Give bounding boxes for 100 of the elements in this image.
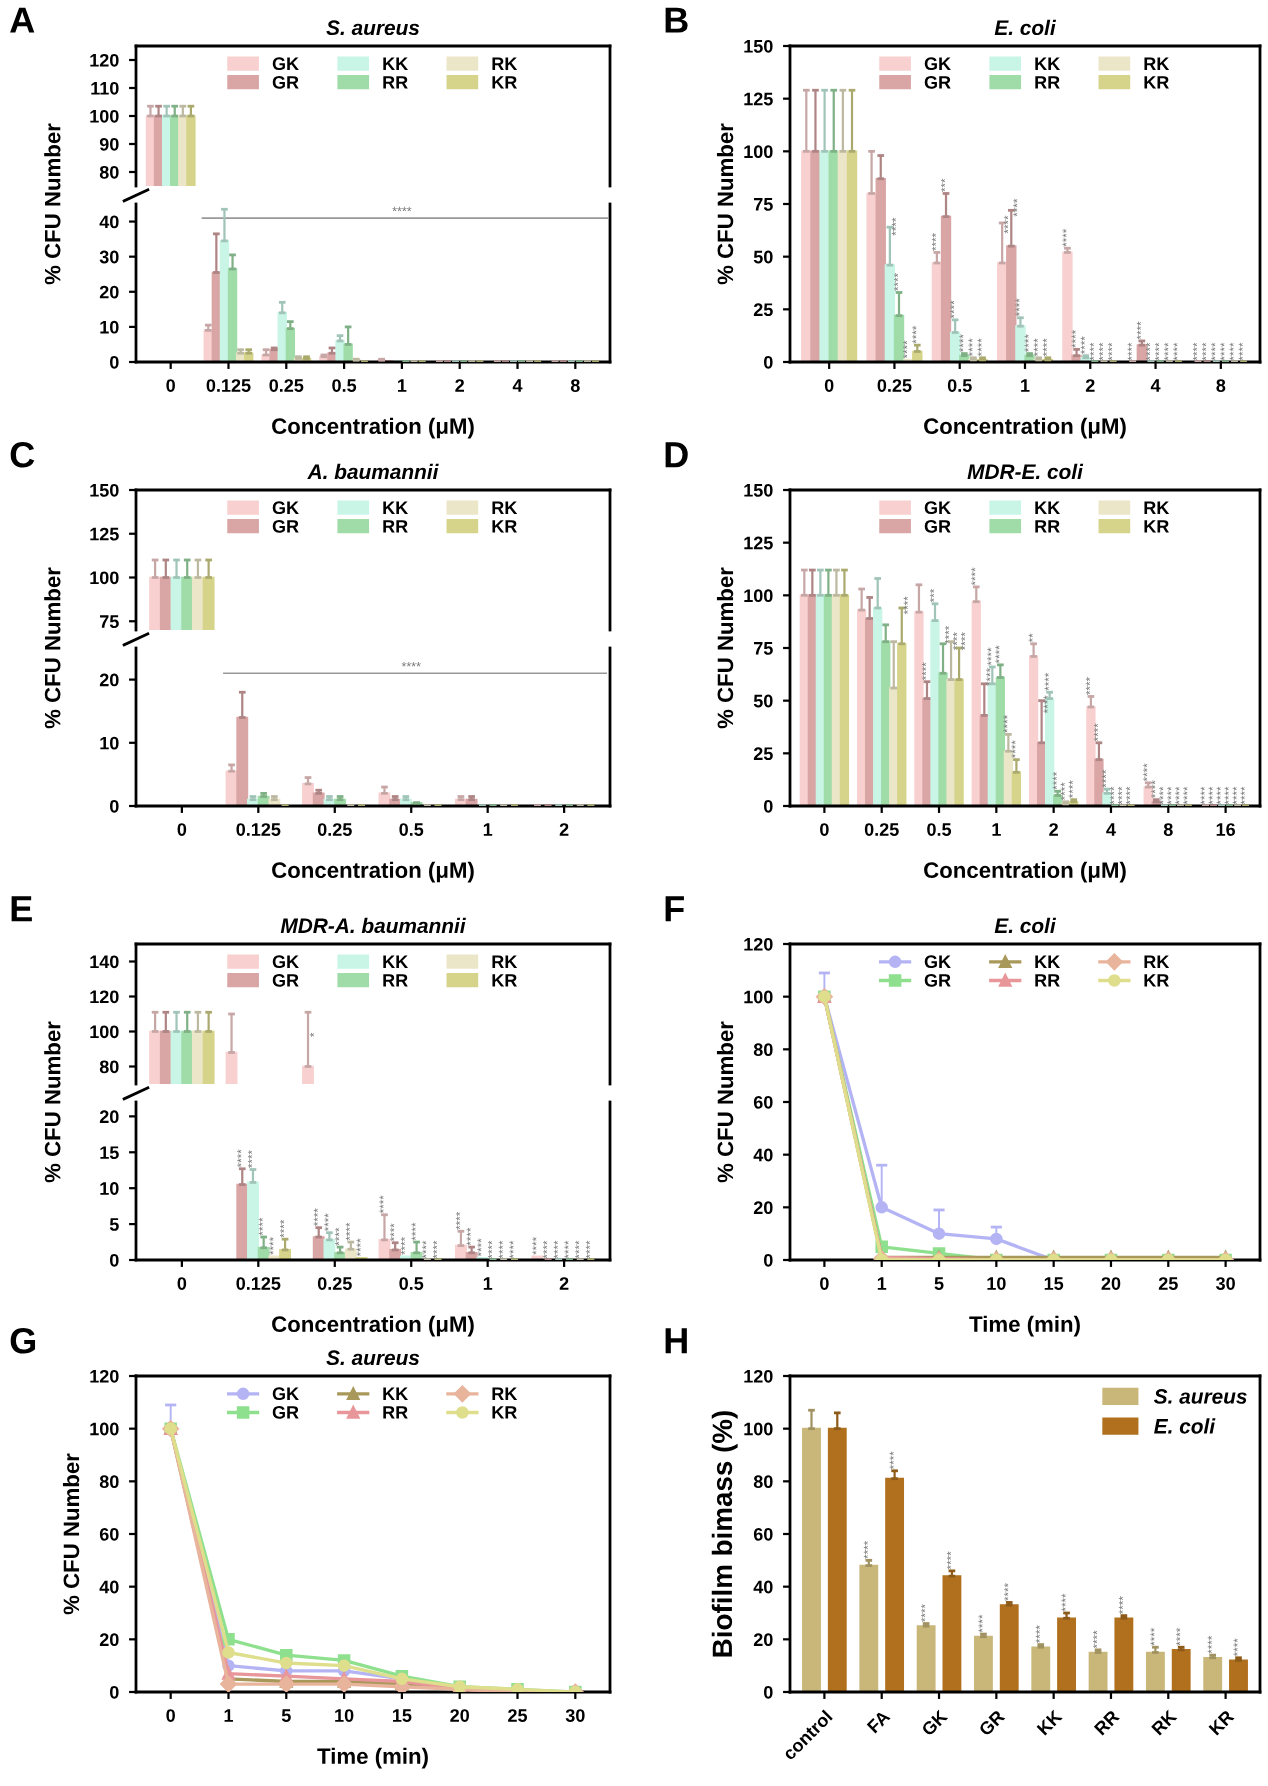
legend-label: GK [272, 57, 299, 71]
y-tick-label: 100 [744, 1422, 773, 1436]
legend-label: RR [1035, 974, 1060, 987]
x-tick-label: KK [1036, 1709, 1063, 1736]
x-tick-label: 0 [820, 1277, 829, 1290]
x-tick-label: 20 [1101, 1277, 1121, 1290]
y-tick-label: 25 [753, 747, 773, 761]
y-tick-label: 60 [753, 1095, 773, 1109]
legend-label: RK [1144, 501, 1170, 514]
y-tick-label: 110 [91, 81, 119, 95]
y-tick-label: 80 [753, 1475, 773, 1489]
y-tick-label: 125 [744, 92, 773, 106]
x-tick-label: 1 [483, 823, 493, 836]
y-tick-label: 20 [753, 1201, 773, 1215]
chart-title: S. aureus [326, 20, 420, 36]
legend-label: RR [383, 76, 408, 89]
x-tick-label: 10 [987, 1277, 1006, 1290]
y-tick-label: 140 [90, 955, 119, 969]
x-tick-label: 0 [177, 1277, 187, 1290]
x-tick-label: 4 [512, 379, 523, 392]
x-tick-label: 0 [177, 823, 187, 836]
y-axis-title: % CFU Number [716, 1021, 734, 1183]
legend-label: GR [924, 973, 951, 987]
x-tick-label: 25 [1158, 1277, 1178, 1290]
x-tick-label: 0.25 [317, 823, 352, 836]
x-axis-title: Concentration (μM) [272, 1315, 474, 1337]
x-tick-label: 0 [820, 823, 829, 836]
x-tick-label: 1 [1021, 379, 1030, 392]
x-tick-label: GR [978, 1709, 1006, 1737]
legend-label: S. aureus [1153, 1389, 1247, 1404]
legend-label: RK [1144, 955, 1170, 968]
legend-label: RR [1035, 520, 1060, 533]
y-tick-label: 20 [99, 1110, 119, 1124]
legend-label: KK [1035, 57, 1061, 70]
x-tick-label: 2 [455, 379, 465, 392]
x-tick-label: GK [920, 1709, 949, 1737]
y-tick-label: 20 [753, 1633, 773, 1647]
x-tick-label: 0.25 [877, 379, 912, 392]
x-tick-label: 1 [877, 1277, 887, 1290]
legend-label: KR [1144, 974, 1169, 987]
text: G [10, 1327, 36, 1354]
x-tick-label: 20 [450, 1709, 470, 1722]
x-tick-label: 0.5 [332, 379, 357, 392]
x-axis-title: Time (min) [969, 1315, 1080, 1337]
y-tick-label: 60 [753, 1527, 773, 1541]
x-tick-label: 2 [1085, 379, 1095, 392]
text: F [665, 896, 684, 922]
x-tick-label: 16 [1216, 823, 1235, 836]
chart-title: MDR-A. baumannii [280, 917, 466, 934]
legend-label: KR [492, 974, 517, 987]
x-tick-label: 8 [570, 379, 580, 392]
legend-label: GR [272, 519, 299, 533]
x-tick-label: 1 [483, 1277, 493, 1290]
y-tick-label: 60 [99, 1527, 119, 1541]
y-tick-label: 120 [744, 1369, 773, 1383]
y-tick-label: 15 [100, 1146, 119, 1159]
x-tick-label: 30 [565, 1709, 585, 1722]
x-tick-label: 5 [934, 1277, 944, 1290]
legend-label: KR [492, 520, 517, 533]
x-tick-label: 15 [393, 1709, 412, 1722]
x-tick-label: 10 [335, 1709, 354, 1722]
chart-title: E. coli [994, 917, 1057, 934]
chart-title: A. baumannii [307, 463, 439, 480]
x-tick-label: 5 [281, 1709, 291, 1722]
legend-label: GR [272, 1405, 299, 1419]
x-tick-label: 2 [559, 1277, 569, 1290]
y-tick-label: 80 [753, 1043, 773, 1057]
legend-label: RR [1035, 76, 1060, 89]
legend-label: KK [1035, 955, 1061, 968]
y-tick-label: 150 [744, 483, 773, 497]
text: H [665, 1328, 687, 1354]
legend-label: GR [924, 75, 951, 89]
y-axis-title: % CFU Number [62, 1453, 80, 1615]
y-tick-label: 90 [99, 137, 119, 151]
y-tick-label: 150 [90, 483, 119, 497]
legend-label: GR [272, 973, 299, 987]
y-tick-label: 0 [764, 1685, 773, 1699]
x-tick-label: 1 [992, 823, 1001, 836]
y-tick-label: 0 [110, 1253, 119, 1267]
x-tick-label: 1 [398, 379, 407, 392]
y-axis-title: % CFU Number [44, 1021, 61, 1183]
y-tick-label: 40 [753, 1580, 773, 1594]
x-tick-label: 8 [1163, 823, 1173, 836]
legend-label: E. coli [1154, 1418, 1216, 1434]
x-tick-label: 25 [508, 1709, 528, 1722]
y-tick-label: 100 [90, 571, 119, 585]
x-tick-label: 0 [166, 379, 175, 392]
y-tick-label: 40 [99, 1580, 119, 1594]
x-tick-label: 15 [1044, 1277, 1064, 1290]
legend-label: KR [1144, 520, 1169, 533]
legend-label: GK [924, 955, 951, 969]
legend-label: RK [492, 501, 518, 514]
y-axis-title: % CFU Number [716, 567, 734, 729]
y-axis-title: % CFU Number [44, 567, 61, 729]
legend-label: KR [492, 76, 517, 89]
y-tick-label: 125 [90, 527, 119, 541]
legend-label: KK [1035, 501, 1061, 514]
chart-title: MDR-E. coli [967, 463, 1084, 480]
x-tick-label: 0.125 [236, 823, 281, 836]
y-tick-label: 75 [100, 615, 119, 628]
